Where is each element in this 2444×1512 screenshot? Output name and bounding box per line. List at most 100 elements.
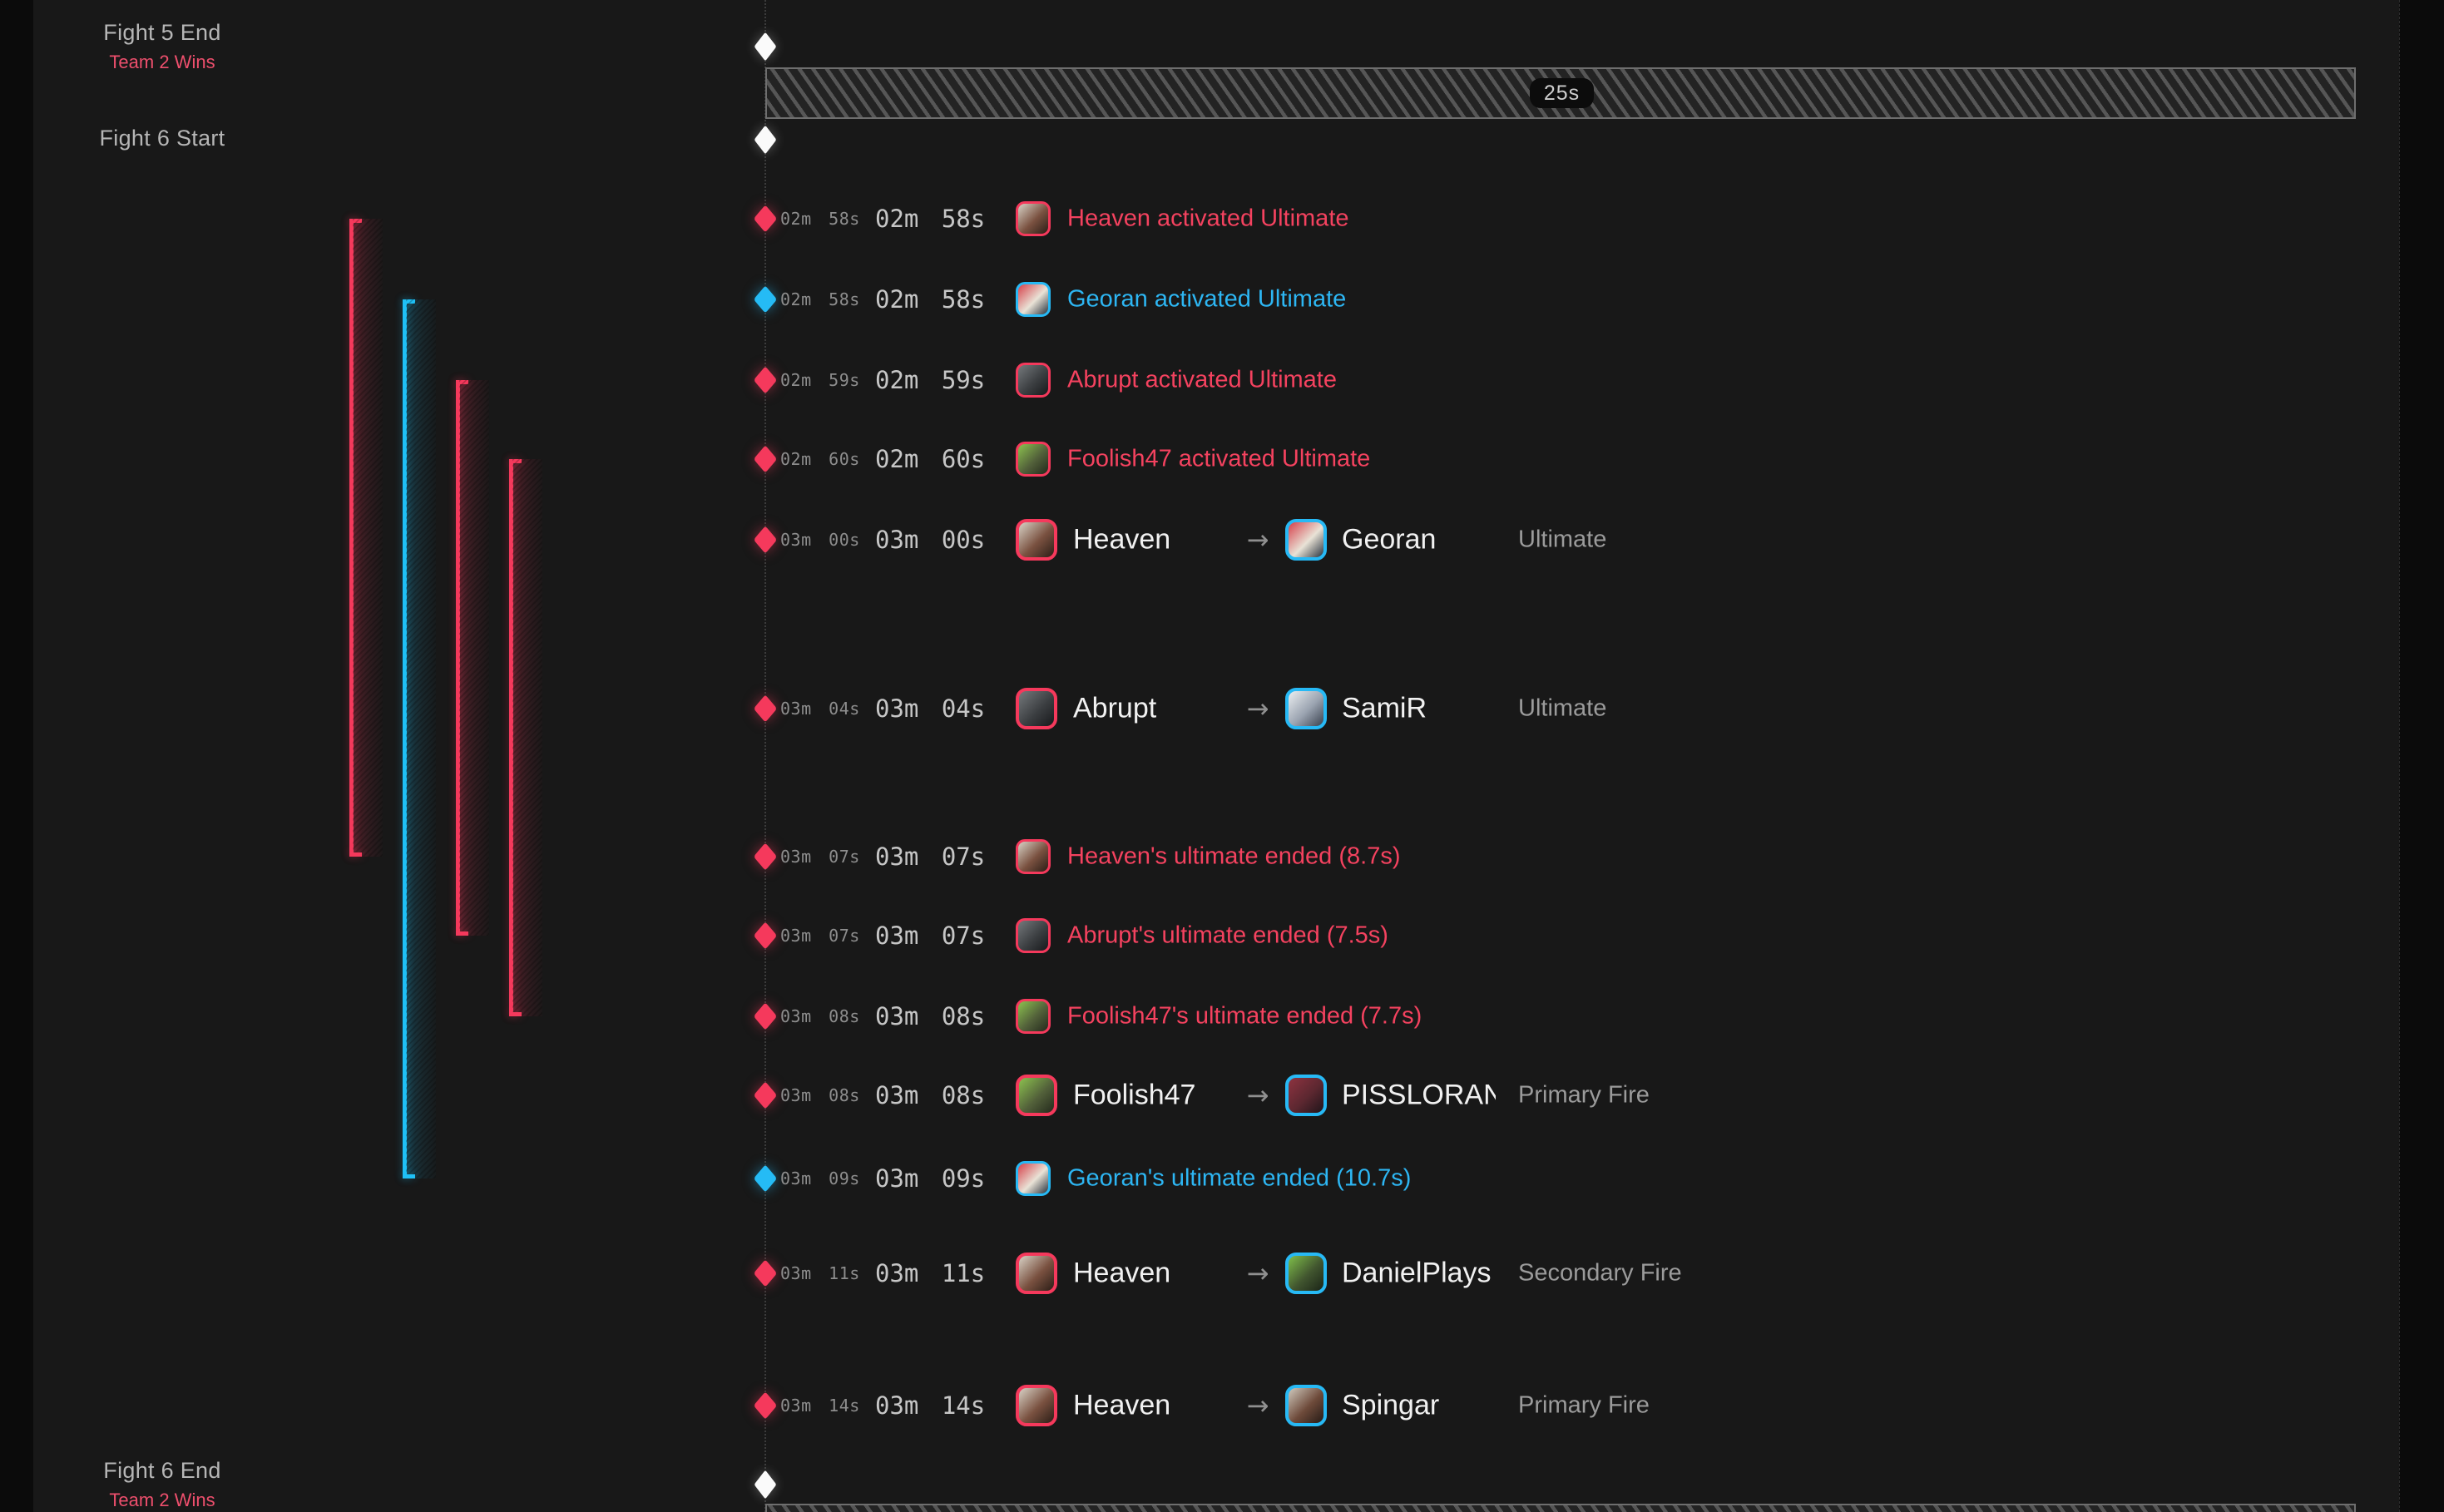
event-timestamp-small: 02m 58s: [780, 289, 860, 309]
event-description: Abrupt's ultimate ended (7.5s): [1067, 922, 1388, 949]
event-timestamp-large: 03m 11s: [875, 1259, 986, 1287]
event-diamond-icon: [753, 1391, 778, 1420]
ult-duration-bar-abrupt: [456, 380, 489, 936]
player-avatar: [1016, 363, 1051, 398]
event-timestamp-small: 03m 07s: [780, 847, 860, 867]
kill-method-label: Ultimate: [1518, 526, 1607, 553]
ult-duration-bar-heaven: [349, 219, 383, 857]
player-avatar: [1016, 442, 1051, 477]
target-player-name: Spingar: [1342, 1389, 1440, 1421]
event-timestamp-large: 02m 59s: [875, 366, 986, 394]
kill-arrow-icon: →: [1246, 524, 1269, 556]
event-timestamp-large: 03m 04s: [875, 694, 986, 723]
source-player-name: Heaven: [1073, 1389, 1171, 1421]
fight5-end-marker: Fight 5 End Team 2 Wins: [67, 20, 258, 73]
event-timestamp-small: 02m 59s: [780, 370, 860, 390]
event-timestamp-large: 03m 07s: [875, 922, 986, 950]
event-diamond-icon: [753, 1259, 778, 1287]
event-description: Georan's ultimate ended (10.7s): [1067, 1164, 1412, 1192]
timeline-axis: [764, 0, 766, 1512]
event-diamond-icon: [753, 285, 778, 314]
event-timestamp-large: 02m 58s: [875, 285, 986, 314]
event-timestamp-small: 03m 00s: [780, 530, 860, 550]
panel-left-gutter: [0, 0, 33, 1512]
event-diamond-icon: [753, 1002, 778, 1030]
kill-method-label: Primary Fire: [1518, 1081, 1650, 1109]
target-player-name: PISSLORAND…: [1342, 1079, 1496, 1111]
event-timestamp-large: 02m 60s: [875, 445, 986, 473]
source-player-avatar: [1016, 1385, 1057, 1426]
player-avatar: [1016, 1161, 1051, 1196]
fight-winner-label: Team 2 Wins: [109, 1490, 215, 1510]
source-player-avatar: [1016, 688, 1057, 729]
panel-right-gutter: [2399, 0, 2444, 1512]
kill-arrow-icon: →: [1246, 1258, 1269, 1289]
player-avatar: [1016, 918, 1051, 953]
event-timestamp-large: 03m 14s: [875, 1391, 986, 1420]
event-description: Foolish47 activated Ultimate: [1067, 445, 1371, 472]
source-player-avatar: [1016, 519, 1057, 561]
target-player-avatar: [1285, 1385, 1327, 1426]
event-diamond-icon: [753, 922, 778, 950]
target-player-name: DanielPlays: [1342, 1257, 1492, 1289]
fight-title: Fight 6 End: [103, 1458, 221, 1483]
event-timestamp-small: 03m 07s: [780, 926, 860, 946]
source-player-name: Heaven: [1073, 1257, 1171, 1289]
source-player-avatar: [1016, 1075, 1057, 1116]
target-player-name: SamiR: [1342, 692, 1427, 724]
source-player-avatar: [1016, 1253, 1057, 1294]
fight6-end-diamond-icon: [754, 1470, 777, 1500]
event-timestamp-small: 03m 11s: [780, 1263, 860, 1283]
event-description: Georan activated Ultimate: [1067, 285, 1347, 313]
event-timestamp-large: 03m 00s: [875, 526, 986, 554]
source-player-name: Abrupt: [1073, 692, 1157, 724]
gap-duration-badge: 25s: [1530, 78, 1594, 108]
target-player-avatar: [1285, 688, 1327, 729]
event-diamond-icon: [753, 205, 778, 233]
event-timestamp-small: 03m 09s: [780, 1169, 860, 1188]
fight-winner-label: Team 2 Wins: [109, 52, 215, 72]
target-player-avatar: [1285, 1075, 1327, 1116]
fight5-end-diamond-icon: [754, 32, 777, 62]
event-description: Abrupt activated Ultimate: [1067, 366, 1337, 393]
kill-method-label: Primary Fire: [1518, 1391, 1650, 1419]
fight-title: Fight 6 Start: [99, 126, 225, 151]
event-description: Foolish47's ultimate ended (7.7s): [1067, 1002, 1422, 1030]
event-description: Heaven activated Ultimate: [1067, 205, 1349, 232]
player-avatar: [1016, 282, 1051, 317]
event-timestamp-small: 02m 60s: [780, 449, 860, 469]
player-avatar: [1016, 999, 1051, 1034]
kill-arrow-icon: →: [1246, 1080, 1269, 1111]
source-player-name: Foolish47: [1073, 1079, 1196, 1111]
player-avatar: [1016, 201, 1051, 236]
event-description: Heaven's ultimate ended (8.7s): [1067, 842, 1401, 870]
target-player-avatar: [1285, 1253, 1327, 1294]
ult-duration-bar-georan: [403, 299, 436, 1178]
event-diamond-icon: [753, 1164, 778, 1193]
event-diamond-icon: [753, 445, 778, 473]
fight-gap-bar[interactable]: [765, 1504, 2356, 1512]
event-timestamp-small: 03m 08s: [780, 1006, 860, 1026]
fight6-end-marker: Fight 6 End Team 2 Wins: [67, 1458, 258, 1511]
event-timestamp-small: 03m 14s: [780, 1396, 860, 1416]
fight6-start-diamond-icon: [754, 125, 777, 155]
kill-method-label: Secondary Fire: [1518, 1259, 1682, 1287]
fight6-start-marker: Fight 6 Start: [67, 126, 258, 151]
player-avatar: [1016, 839, 1051, 874]
event-timestamp-large: 03m 09s: [875, 1164, 986, 1193]
event-timestamp-large: 03m 08s: [875, 1081, 986, 1109]
event-timestamp-small: 03m 04s: [780, 699, 860, 719]
event-diamond-icon: [753, 1081, 778, 1109]
kill-method-label: Ultimate: [1518, 694, 1607, 722]
kill-arrow-icon: →: [1246, 693, 1269, 724]
event-timestamp-large: 02m 58s: [875, 205, 986, 233]
target-player-avatar: [1285, 519, 1327, 561]
event-timestamp-small: 02m 58s: [780, 209, 860, 229]
event-timestamp-large: 03m 07s: [875, 842, 986, 871]
kill-arrow-icon: →: [1246, 1390, 1269, 1421]
event-diamond-icon: [753, 366, 778, 394]
source-player-name: Heaven: [1073, 523, 1171, 556]
event-timestamp-large: 03m 08s: [875, 1002, 986, 1030]
event-diamond-icon: [753, 526, 778, 554]
